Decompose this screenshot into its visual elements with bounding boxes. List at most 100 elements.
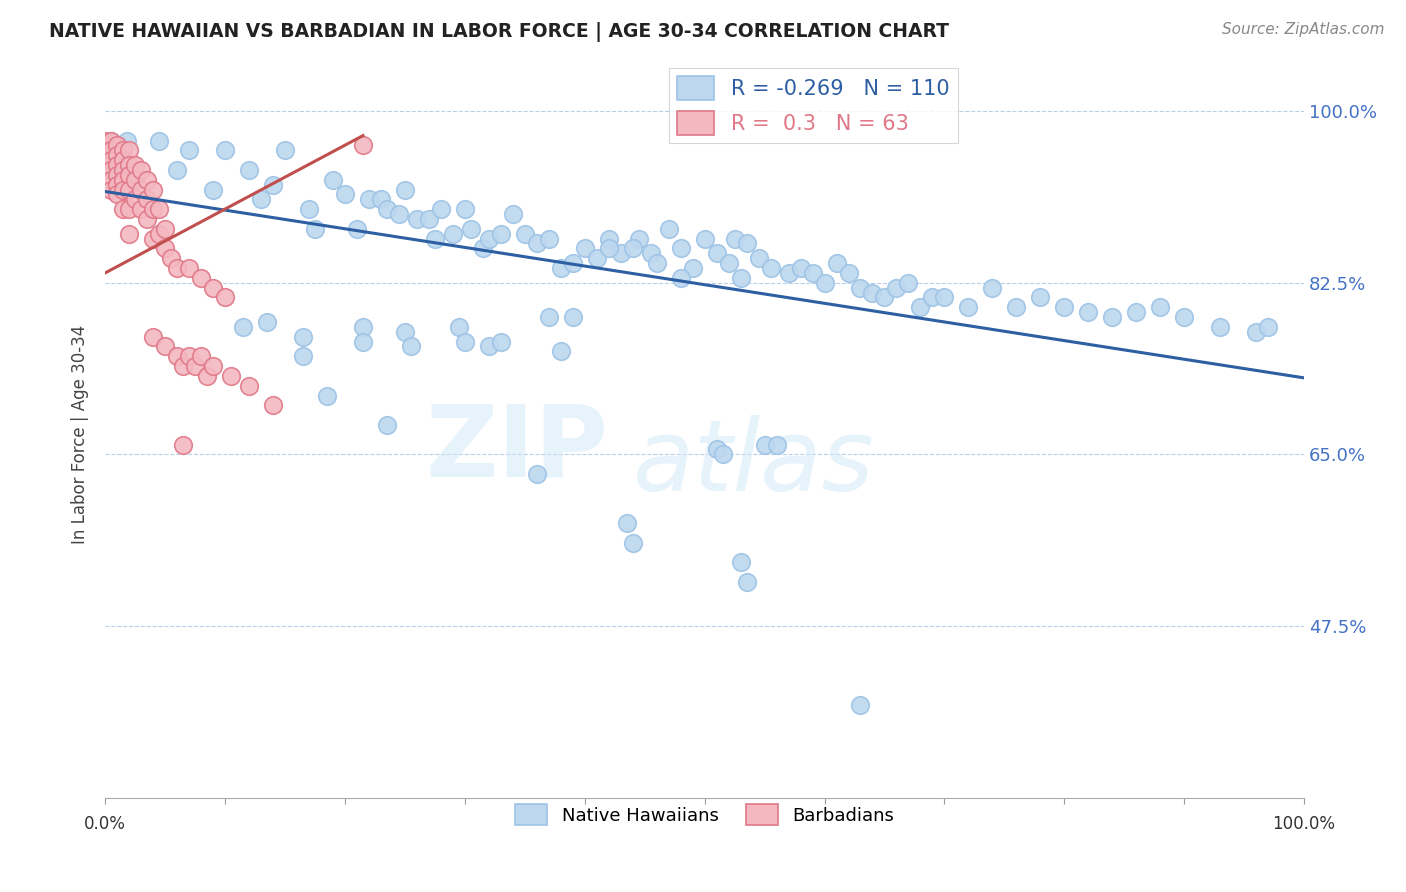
Point [112, 144, 135, 158]
Point [153, 241, 176, 255]
Point [862, 285, 884, 300]
Point [118, 144, 141, 158]
Point [423, 231, 446, 245]
Point [94, 134, 117, 148]
Point [115, 134, 138, 148]
Point [471, 241, 494, 255]
Point [406, 211, 429, 226]
Point [513, 227, 536, 241]
Point [825, 256, 848, 270]
Y-axis label: In Labor Force | Age 30-34: In Labor Force | Age 30-34 [72, 326, 89, 544]
Point [537, 231, 560, 245]
Point [316, 388, 339, 402]
Point [142, 182, 165, 196]
Point [375, 417, 398, 432]
Point [124, 192, 146, 206]
Point [1029, 290, 1052, 304]
Point [105, 187, 128, 202]
Point [100, 182, 122, 196]
Point [1149, 300, 1171, 314]
Point [537, 310, 560, 324]
Point [1005, 300, 1028, 314]
Point [357, 192, 380, 206]
Point [148, 134, 170, 148]
Point [124, 172, 146, 186]
Point [1053, 300, 1076, 314]
Point [561, 256, 583, 270]
Point [418, 211, 440, 226]
Point [322, 172, 344, 186]
Point [118, 202, 141, 216]
Point [748, 251, 770, 265]
Point [561, 310, 583, 324]
Point [219, 368, 242, 383]
Point [735, 574, 758, 589]
Point [190, 349, 212, 363]
Point [526, 236, 548, 251]
Point [454, 202, 477, 216]
Point [1125, 305, 1147, 319]
Point [640, 246, 662, 260]
Point [778, 266, 800, 280]
Point [292, 329, 315, 343]
Text: ZIP: ZIP [426, 401, 609, 498]
Point [179, 144, 201, 158]
Point [105, 168, 128, 182]
Text: atlas: atlas [633, 416, 875, 512]
Point [148, 227, 170, 241]
Point [849, 280, 872, 294]
Point [202, 359, 225, 373]
Point [118, 158, 141, 172]
Point [129, 202, 152, 216]
Point [735, 236, 758, 251]
Point [142, 329, 165, 343]
Point [112, 182, 135, 196]
Point [94, 144, 117, 158]
Point [142, 231, 165, 245]
Point [706, 246, 728, 260]
Point [142, 202, 165, 216]
Point [598, 241, 620, 255]
Point [166, 349, 188, 363]
Point [375, 202, 398, 216]
Point [105, 178, 128, 192]
Point [112, 153, 135, 168]
Point [179, 260, 201, 275]
Point [1209, 319, 1232, 334]
Point [388, 207, 411, 221]
Point [1244, 325, 1267, 339]
Point [352, 334, 374, 349]
Point [526, 467, 548, 481]
Point [723, 231, 745, 245]
Point [621, 535, 644, 549]
Point [441, 227, 464, 241]
Point [399, 339, 422, 353]
Point [478, 339, 501, 353]
Point [250, 192, 273, 206]
Point [550, 344, 572, 359]
Point [166, 260, 188, 275]
Point [118, 227, 141, 241]
Point [669, 270, 692, 285]
Point [370, 192, 392, 206]
Point [190, 270, 212, 285]
Point [352, 319, 374, 334]
Point [574, 241, 596, 255]
Point [262, 398, 284, 412]
Point [262, 178, 284, 192]
Point [202, 182, 225, 196]
Point [609, 246, 631, 260]
Point [100, 153, 122, 168]
Point [616, 516, 638, 530]
Point [669, 241, 692, 255]
Point [232, 319, 254, 334]
Point [129, 182, 152, 196]
Point [754, 437, 776, 451]
Point [730, 270, 752, 285]
Point [136, 172, 159, 186]
Point [585, 251, 607, 265]
Point [214, 144, 236, 158]
Point [179, 349, 201, 363]
Point [717, 256, 740, 270]
Point [136, 192, 159, 206]
